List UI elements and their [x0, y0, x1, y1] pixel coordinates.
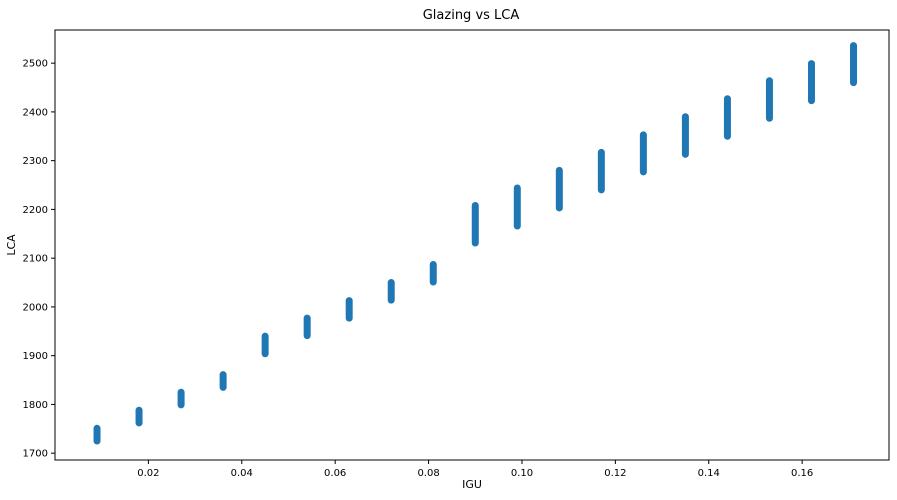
y-axis-label: LCA [5, 234, 18, 256]
x-tick-label: 0.06 [324, 468, 346, 479]
y-tick-label: 2100 [23, 254, 48, 265]
x-tick-label: 0.16 [791, 468, 813, 479]
y-tick-label: 1900 [23, 351, 48, 362]
x-axis-label: IGU [462, 478, 482, 491]
x-tick-label: 0.10 [511, 468, 533, 479]
y-tick-label: 1700 [23, 449, 48, 460]
y-tick-label: 2300 [23, 156, 48, 167]
y-tick-label: 2000 [23, 302, 48, 313]
plot-area [54, 29, 890, 461]
x-tick-label: 0.08 [417, 468, 439, 479]
y-tick-label: 2400 [23, 107, 48, 118]
y-tick-label: 2500 [23, 59, 48, 70]
scatter-marks [93, 42, 858, 445]
y-axis: 1700 1800 1900 2000 2100 2200 2300 2400 2500 [23, 59, 55, 460]
x-tick-label: 0.04 [231, 468, 253, 479]
x-axis: 0.02 0.04 0.06 0.08 0.10 0.12 0.14 0.16 [137, 460, 813, 479]
x-tick-label: 0.02 [137, 468, 159, 479]
x-tick-label: 0.14 [698, 468, 720, 479]
chart-title: Glazing vs LCA [423, 8, 520, 23]
y-tick-label: 2200 [23, 205, 48, 216]
x-tick-label: 0.12 [604, 468, 626, 479]
y-tick-label: 1800 [23, 400, 48, 411]
